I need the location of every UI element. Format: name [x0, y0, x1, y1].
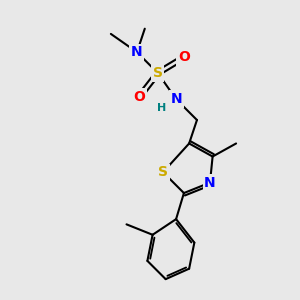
Text: N: N — [170, 92, 182, 106]
Text: O: O — [134, 89, 146, 103]
Text: H: H — [157, 103, 167, 113]
Text: N: N — [131, 45, 143, 59]
Text: S: S — [153, 66, 163, 80]
Text: S: S — [158, 165, 168, 179]
Text: O: O — [178, 50, 190, 64]
Text: N: N — [204, 176, 216, 190]
